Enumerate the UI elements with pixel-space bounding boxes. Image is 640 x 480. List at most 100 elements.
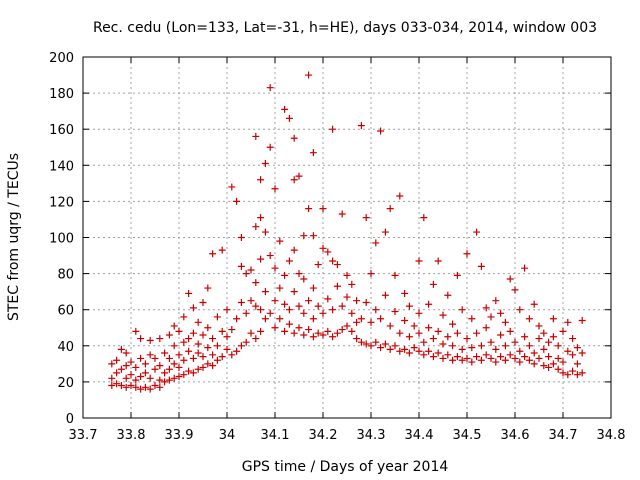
data-point xyxy=(146,385,154,393)
data-point xyxy=(333,261,341,269)
data-point xyxy=(521,333,529,341)
data-point xyxy=(540,329,548,337)
data-point xyxy=(233,347,241,355)
data-point xyxy=(132,363,140,371)
data-point xyxy=(573,360,581,368)
data-point xyxy=(511,286,519,294)
data-point xyxy=(209,351,217,359)
data-point xyxy=(497,309,505,317)
data-point xyxy=(204,324,212,332)
data-point xyxy=(319,244,327,252)
data-point xyxy=(501,318,509,326)
data-point xyxy=(353,335,361,343)
data-point xyxy=(357,122,365,130)
data-point xyxy=(161,378,169,386)
data-point xyxy=(161,369,169,377)
data-point xyxy=(300,331,308,339)
data-point xyxy=(290,288,298,296)
data-point xyxy=(372,306,380,314)
data-point xyxy=(569,335,577,343)
y-tick-label: 160 xyxy=(49,123,74,138)
data-point xyxy=(573,344,581,352)
data-point xyxy=(209,362,217,370)
data-point xyxy=(281,105,289,113)
data-point xyxy=(194,365,202,373)
data-point xyxy=(501,342,509,350)
data-point xyxy=(276,315,284,323)
x-tick-label: 34.7 xyxy=(549,428,578,443)
data-point xyxy=(453,271,461,279)
data-point xyxy=(425,324,433,332)
data-point xyxy=(175,351,183,359)
data-point xyxy=(261,288,269,296)
data-point xyxy=(257,327,265,335)
data-point xyxy=(137,372,145,380)
x-tick-label: 33.8 xyxy=(117,428,146,443)
chart-title: Rec. cedu (Lon=133, Lat=-31, h=HE), days… xyxy=(93,20,597,36)
data-point xyxy=(266,309,274,317)
data-point xyxy=(242,309,250,317)
data-point xyxy=(165,354,173,362)
data-point xyxy=(271,297,279,305)
data-point xyxy=(401,345,409,353)
y-tick-label: 120 xyxy=(49,195,74,210)
data-point xyxy=(333,329,341,337)
data-point xyxy=(530,349,538,357)
data-point xyxy=(497,331,505,339)
data-point xyxy=(458,306,466,314)
data-point xyxy=(372,338,380,346)
data-point xyxy=(295,302,303,310)
data-point xyxy=(122,349,130,357)
data-point xyxy=(156,376,164,384)
data-point xyxy=(487,313,495,321)
data-point xyxy=(434,327,442,335)
data-point xyxy=(108,382,116,390)
data-point xyxy=(353,297,361,305)
data-point xyxy=(305,205,313,213)
x-tick-label: 34.2 xyxy=(309,428,338,443)
data-point xyxy=(381,340,389,348)
data-point xyxy=(309,149,317,157)
data-point xyxy=(444,351,452,359)
data-point xyxy=(185,367,193,375)
data-point xyxy=(444,333,452,341)
data-point xyxy=(257,214,265,222)
data-point xyxy=(252,223,260,231)
data-point xyxy=(261,228,269,236)
data-point xyxy=(266,143,274,151)
data-point xyxy=(257,306,265,314)
data-point xyxy=(300,232,308,240)
data-point xyxy=(285,114,293,122)
data-point xyxy=(290,246,298,254)
data-point xyxy=(319,205,327,213)
data-point xyxy=(468,358,476,366)
data-point xyxy=(309,315,317,323)
data-point xyxy=(535,322,543,330)
data-point xyxy=(218,327,226,335)
data-point xyxy=(305,297,313,305)
data-point xyxy=(367,318,375,326)
data-point xyxy=(559,358,567,366)
data-point xyxy=(213,356,221,364)
data-point xyxy=(468,315,476,323)
data-point xyxy=(429,280,437,288)
data-point xyxy=(554,354,562,362)
data-point xyxy=(540,362,548,370)
data-point xyxy=(228,183,236,191)
data-point xyxy=(386,205,394,213)
data-point xyxy=(180,371,188,379)
data-point xyxy=(151,365,159,373)
data-point xyxy=(175,363,183,371)
data-point xyxy=(559,327,567,335)
data-point xyxy=(569,351,577,359)
data-point xyxy=(458,356,466,364)
data-point xyxy=(477,342,485,350)
x-axis-label: GPS time / Days of year 2014 xyxy=(242,459,449,475)
data-point xyxy=(146,374,154,382)
data-point xyxy=(415,347,423,355)
data-point xyxy=(357,315,365,323)
data-point xyxy=(463,335,471,343)
x-tick-label: 34.1 xyxy=(261,428,290,443)
data-point xyxy=(305,71,313,79)
data-point xyxy=(199,298,207,306)
